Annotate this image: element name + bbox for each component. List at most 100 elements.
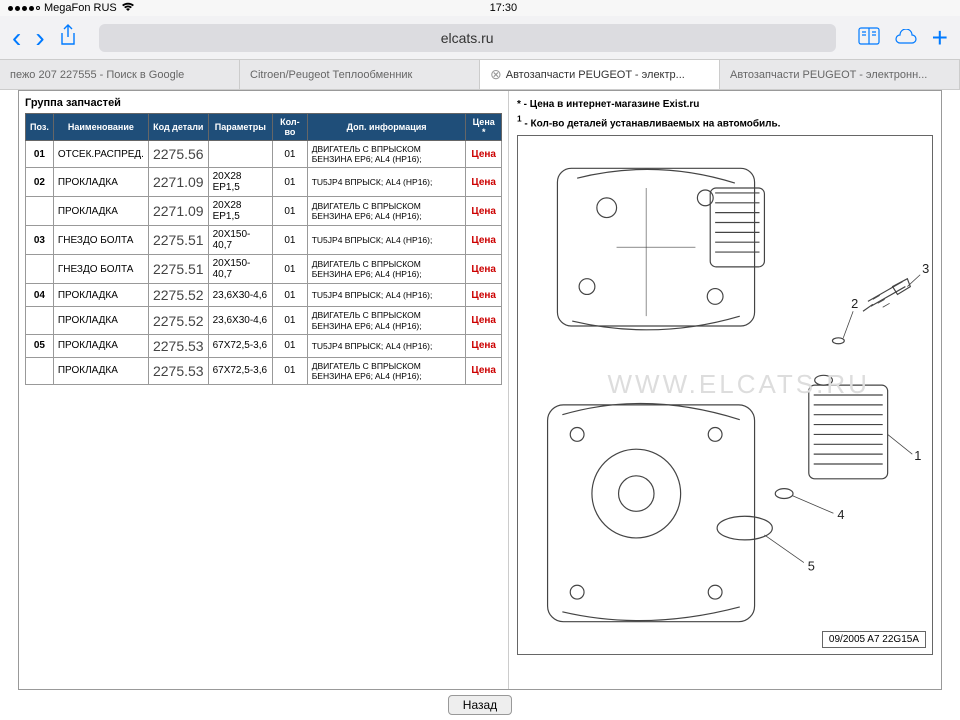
back-button[interactable]: Назад xyxy=(448,695,512,715)
cell-info: TU5JP4 ВПРЫСК; AL4 (HP16); xyxy=(307,334,466,357)
cell-code: 2275.52 xyxy=(148,284,208,307)
cell-params: 67X72,5-3,6 xyxy=(208,357,273,384)
cell-code: 2275.53 xyxy=(148,357,208,384)
cell-params: 20X150-40,7 xyxy=(208,255,273,284)
watermark: WWW.ELCATS.RU xyxy=(608,369,870,400)
cell-pos: 02 xyxy=(26,168,54,197)
cell-params: 20X28 EP1,5 xyxy=(208,197,273,226)
cell-code: 2275.53 xyxy=(148,334,208,357)
cell-price[interactable]: Цена xyxy=(466,255,502,284)
cell-name: ПРОКЛАДКА xyxy=(53,284,148,307)
th-price: Цена * xyxy=(466,114,502,141)
tab-2[interactable]: Citroen/Peugeot Теплообменник xyxy=(240,60,480,89)
tab-4[interactable]: Автозапчасти PEUGEOT - электронн... xyxy=(720,60,960,89)
cell-price[interactable]: Цена xyxy=(466,307,502,334)
note-qty: 1 - Кол-во деталей устанавливаемых на ав… xyxy=(517,114,933,129)
cell-info: TU5JP4 ВПРЫСК; AL4 (HP16); xyxy=(307,168,466,197)
table-row: 02ПРОКЛАДКА2271.0920X28 EP1,501TU5JP4 ВП… xyxy=(26,168,502,197)
share-icon[interactable] xyxy=(59,24,77,52)
cell-pos xyxy=(26,307,54,334)
cell-params: 23,6X30-4,6 xyxy=(208,284,273,307)
cell-pos xyxy=(26,357,54,384)
url-bar[interactable]: elcats.ru xyxy=(99,24,836,52)
th-info: Доп. информация xyxy=(307,114,466,141)
table-row: ПРОКЛАДКА2275.5367X72,5-3,601ДВИГАТЕЛЬ С… xyxy=(26,357,502,384)
cell-info: TU5JP4 ВПРЫСК; AL4 (HP16); xyxy=(307,284,466,307)
url-text: elcats.ru xyxy=(441,30,494,46)
cell-pos: 04 xyxy=(26,284,54,307)
cloud-tabs-icon[interactable] xyxy=(894,25,918,51)
cell-params: 20X150-40,7 xyxy=(208,226,273,255)
table-row: ГНЕЗДО БОЛТА2275.5120X150-40,701ДВИГАТЕЛ… xyxy=(26,255,502,284)
cell-price[interactable]: Цена xyxy=(466,197,502,226)
table-row: ПРОКЛАДКА2275.5223,6X30-4,601ДВИГАТЕЛЬ С… xyxy=(26,307,502,334)
cell-pos xyxy=(26,197,54,226)
cell-price[interactable]: Цена xyxy=(466,284,502,307)
section-title: Группа запчастей xyxy=(25,97,502,109)
cell-qty: 01 xyxy=(273,197,308,226)
cell-name: ПРОКЛАДКА xyxy=(53,334,148,357)
callout-1: 1 xyxy=(914,448,921,463)
cell-qty: 01 xyxy=(273,168,308,197)
cell-code: 2271.09 xyxy=(148,168,208,197)
clock-label: 17:30 xyxy=(490,2,518,14)
diagram-tag: 09/2005 A7 22G15A xyxy=(822,631,926,648)
table-row: 01ОТСЕК.РАСПРЕД.2275.5601ДВИГАТЕЛЬ С ВПР… xyxy=(26,141,502,168)
status-bar: MegaFon RUS 17:30 xyxy=(0,0,960,16)
back-icon[interactable]: ‹ xyxy=(12,22,21,54)
th-params: Параметры xyxy=(208,114,273,141)
cell-price[interactable]: Цена xyxy=(466,168,502,197)
cell-pos xyxy=(26,255,54,284)
table-row: 05ПРОКЛАДКА2275.5367X72,5-3,601TU5JP4 ВП… xyxy=(26,334,502,357)
note-price: * - Цена в интернет-магазине Exist.ru xyxy=(517,99,933,110)
table-row: 03ГНЕЗДО БОЛТА2275.5120X150-40,701TU5JP4… xyxy=(26,226,502,255)
cell-name: ПРОКЛАДКА xyxy=(53,197,148,226)
cell-qty: 01 xyxy=(273,255,308,284)
cell-code: 2275.51 xyxy=(148,226,208,255)
cell-name: ПРОКЛАДКА xyxy=(53,357,148,384)
new-tab-icon[interactable]: + xyxy=(932,22,948,54)
cell-params: 23,6X30-4,6 xyxy=(208,307,273,334)
cell-price[interactable]: Цена xyxy=(466,141,502,168)
tab-1[interactable]: пежо 207 227555 - Поиск в Google xyxy=(0,60,240,89)
callout-2: 2 xyxy=(851,297,858,312)
cell-price[interactable]: Цена xyxy=(466,334,502,357)
cell-code: 2275.51 xyxy=(148,255,208,284)
cell-code: 2275.56 xyxy=(148,141,208,168)
cell-info: TU5JP4 ВПРЫСК; AL4 (HP16); xyxy=(307,226,466,255)
tab-3[interactable]: ⊗Автозапчасти PEUGEOT - электр... xyxy=(480,60,720,89)
th-qty: Кол-во xyxy=(273,114,308,141)
parts-table: Поз. Наименование Код детали Параметры К… xyxy=(25,113,502,385)
cell-price[interactable]: Цена xyxy=(466,226,502,255)
cell-pos: 05 xyxy=(26,334,54,357)
cell-name: ПРОКЛАДКА xyxy=(53,307,148,334)
cell-qty: 01 xyxy=(273,357,308,384)
cell-name: ПРОКЛАДКА xyxy=(53,168,148,197)
cell-name: ОТСЕК.РАСПРЕД. xyxy=(53,141,148,168)
cell-qty: 01 xyxy=(273,284,308,307)
reader-icon[interactable] xyxy=(858,25,880,51)
cell-info: ДВИГАТЕЛЬ С ВПРЫСКОМ БЕНЗИНА EP6; AL4 (H… xyxy=(307,357,466,384)
cell-info: ДВИГАТЕЛЬ С ВПРЫСКОМ БЕНЗИНА EP6; AL4 (H… xyxy=(307,141,466,168)
table-row: 04ПРОКЛАДКА2275.5223,6X30-4,601TU5JP4 ВП… xyxy=(26,284,502,307)
cell-qty: 01 xyxy=(273,226,308,255)
cell-params: 67X72,5-3,6 xyxy=(208,334,273,357)
cell-name: ГНЕЗДО БОЛТА xyxy=(53,255,148,284)
cell-params: 20X28 EP1,5 xyxy=(208,168,273,197)
browser-toolbar: ‹ › elcats.ru + xyxy=(0,16,960,60)
cell-params xyxy=(208,141,273,168)
th-code: Код детали xyxy=(148,114,208,141)
cell-price[interactable]: Цена xyxy=(466,357,502,384)
cell-pos: 01 xyxy=(26,141,54,168)
wifi-icon xyxy=(121,1,135,15)
cell-qty: 01 xyxy=(273,307,308,334)
cell-qty: 01 xyxy=(273,141,308,168)
close-icon[interactable]: ⊗ xyxy=(490,66,502,83)
parts-diagram: WWW.ELCATS.RU xyxy=(517,135,933,655)
th-pos: Поз. xyxy=(26,114,54,141)
carrier-label: MegaFon RUS xyxy=(44,2,117,14)
cell-name: ГНЕЗДО БОЛТА xyxy=(53,226,148,255)
callout-3: 3 xyxy=(922,261,929,276)
forward-icon[interactable]: › xyxy=(35,22,44,54)
tab-bar: пежо 207 227555 - Поиск в Google Citroen… xyxy=(0,60,960,90)
